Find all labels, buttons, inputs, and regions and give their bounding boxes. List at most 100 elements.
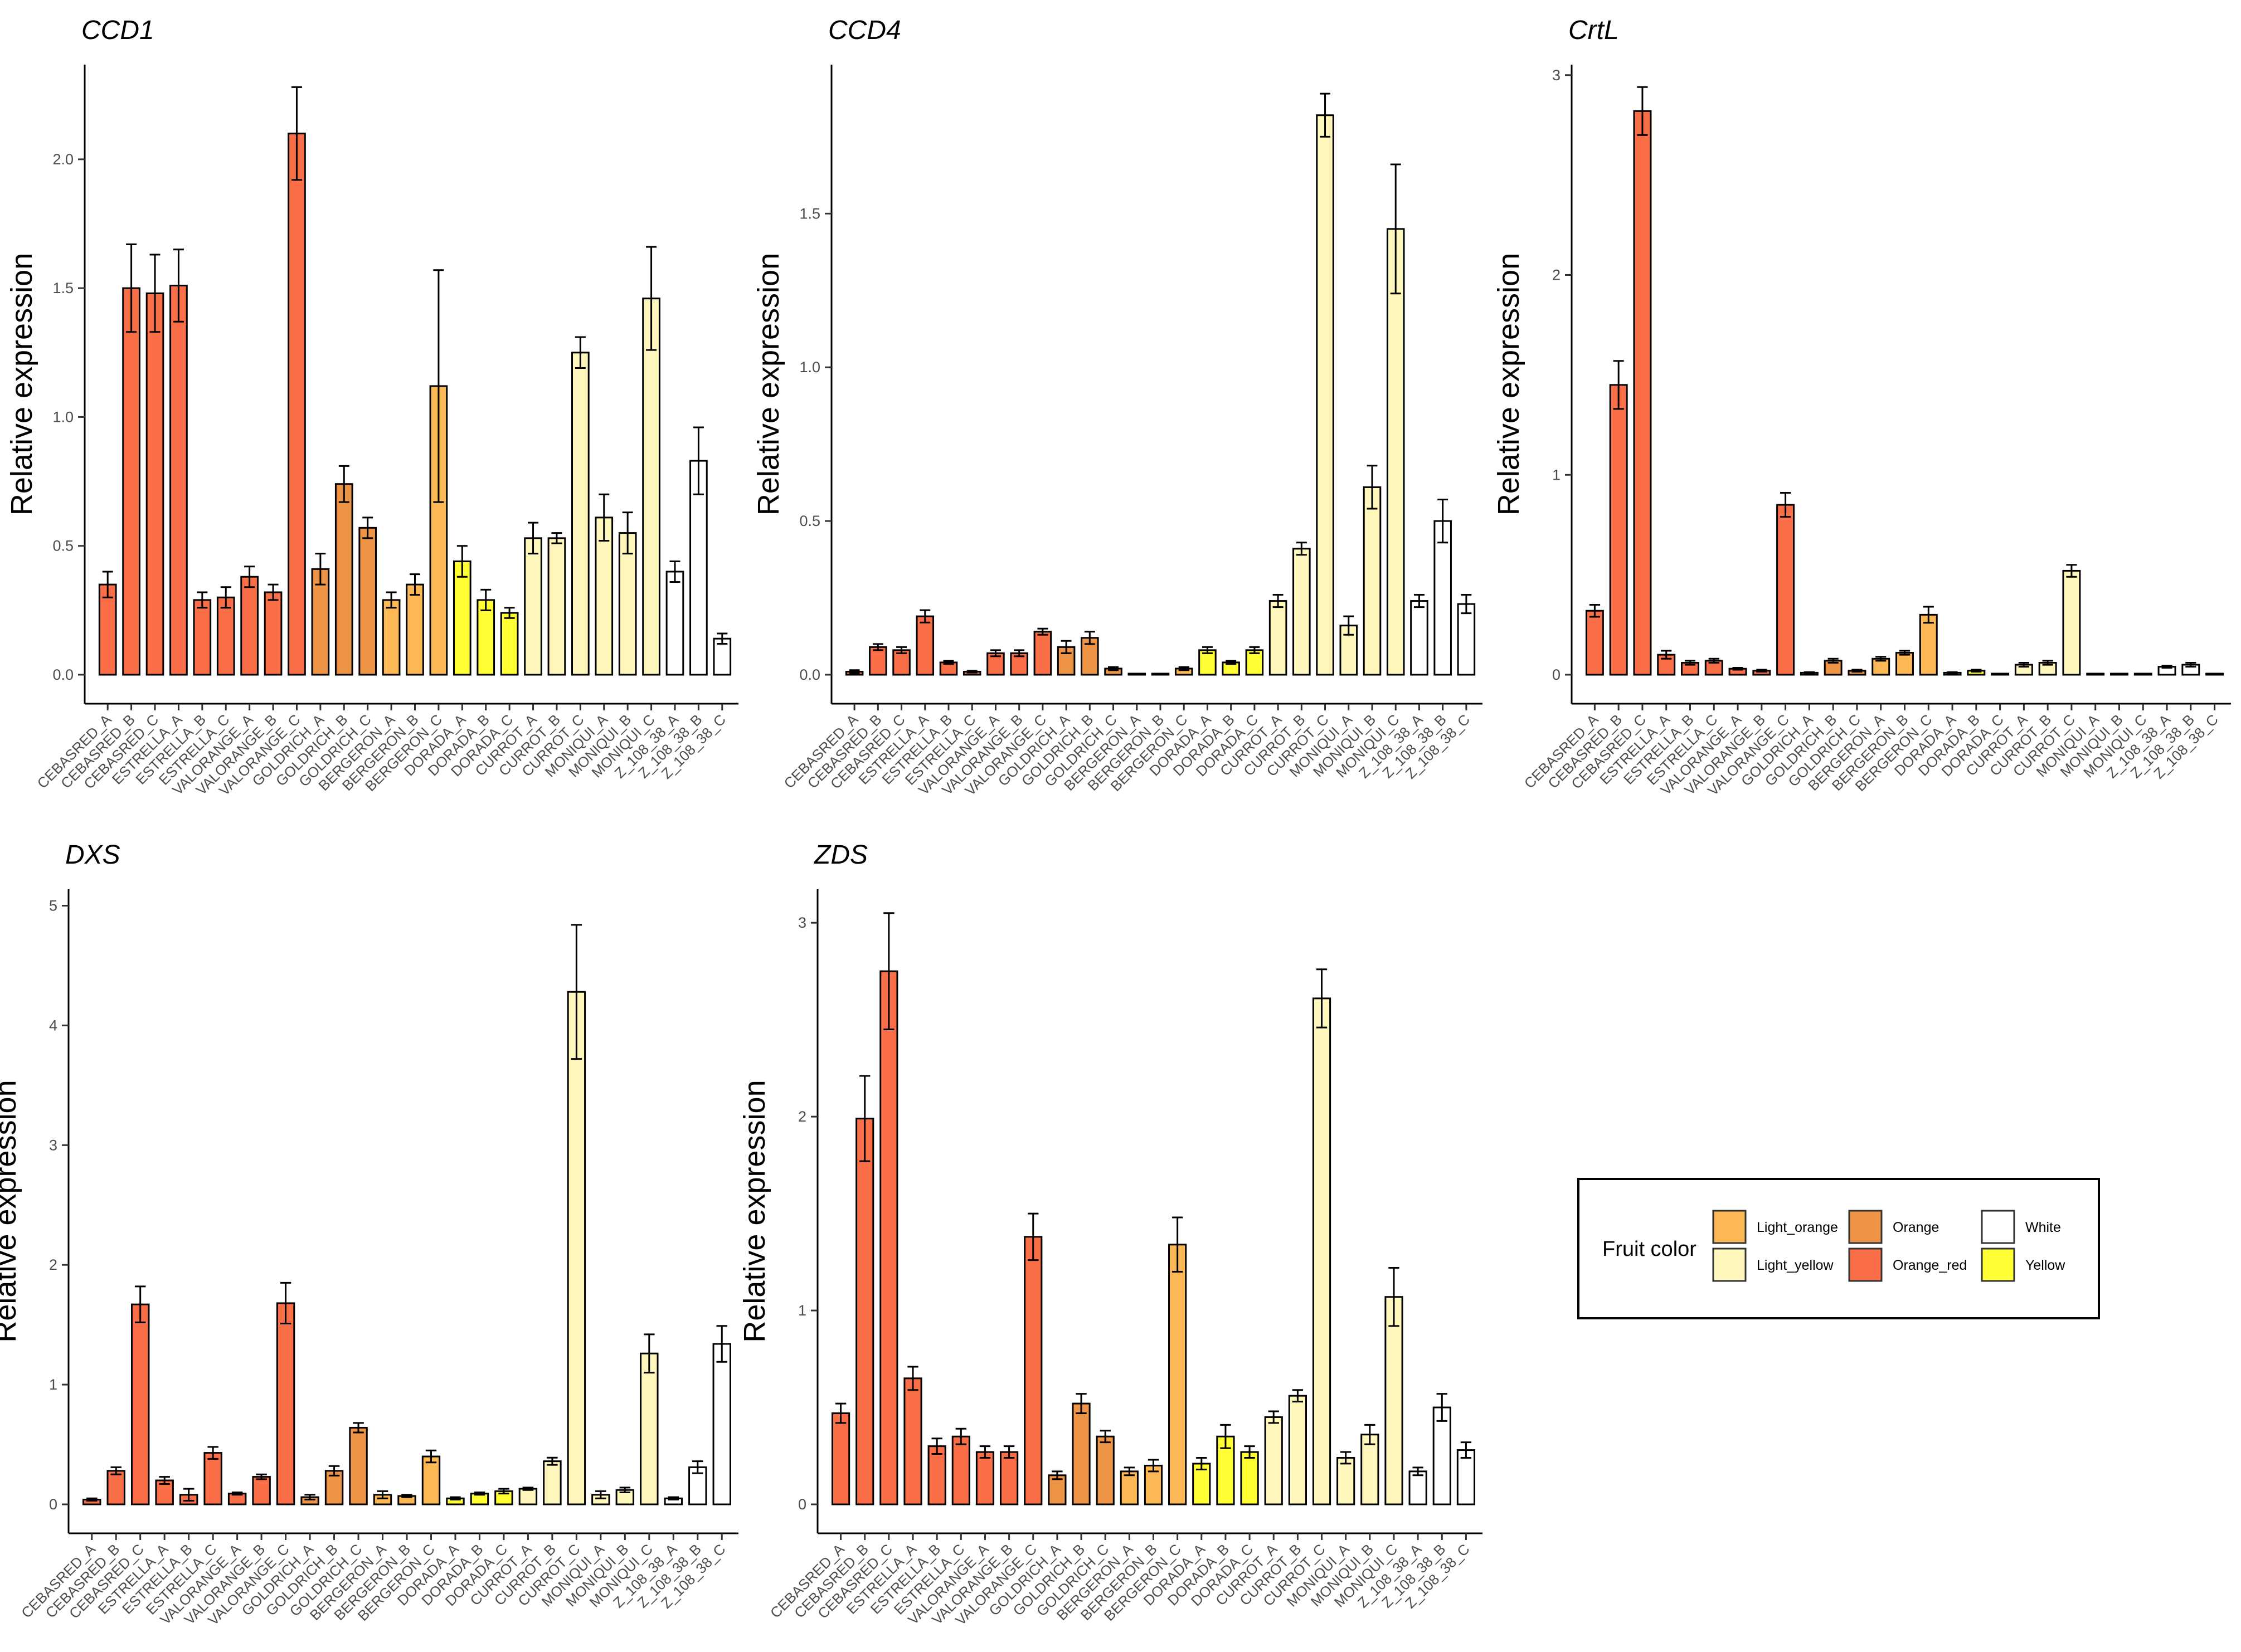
bar-crtl-cebasred-a [1585,610,1604,676]
error-bar-ccd4-bergeron-c [1178,666,1189,671]
error-bar-ccd4-cebasred-b [872,643,883,651]
bar-ccd4-currot-a [1268,600,1287,676]
error-bar-dxs-valorange-b [256,1473,267,1480]
y-tick-label-ccd1: 1.5 [52,280,74,296]
error-bar-dxs-z-108-38-c [716,1325,727,1363]
error-bar-zds-bergeron-a [1124,1466,1135,1476]
error-bar-crtl-estrella-a [1661,650,1672,660]
bar-zds-estrella-a [903,1377,922,1505]
legend-key-light-yellow [1712,1247,1747,1282]
error-bar-crtl-valorange-a [1732,666,1743,671]
error-bar-crtl-bergeron-c [1923,606,1934,624]
chart-title-ccd1: CCD1 [81,16,154,45]
error-bar-ccd4-z-108-38-b [1437,498,1448,544]
error-bar-crtl-cebasred-a [1589,603,1600,618]
error-bar-zds-cebasred-b [859,1075,871,1162]
bar-crtl-cebasred-b [1609,384,1628,676]
error-bar-crtl-goldrich-c [1851,669,1863,673]
legend-label-orange: Orange [1893,1220,1939,1235]
bar-dxs-estrella-c [203,1452,222,1505]
error-bar-dxs-bergeron-c [425,1449,437,1464]
error-bar-ccd4-valorange-c [1037,627,1048,636]
bar-ccd1-valorange-b [264,591,283,676]
error-bar-ccd4-moniqui-c [1390,163,1401,295]
error-bar-ccd4-bergeron-b [1155,673,1166,676]
error-bar-ccd1-valorange-b [268,583,279,601]
legend-title: Fruit color [1602,1237,1696,1261]
bar-dxs-valorange-c [276,1302,295,1505]
error-bar-dxs-cebasred-c [134,1285,146,1323]
y-tick-label-crtl: 0 [1552,666,1561,683]
error-bar-ccd1-z-108-38-b [693,426,704,495]
error-bar-ccd1-estrella-a [173,248,184,323]
bar-ccd4-cebasred-b [869,646,887,676]
legend-label-orange-red: Orange_red [1893,1258,1967,1273]
bar-zds-estrella-c [951,1435,970,1505]
error-bar-zds-valorange-a [979,1445,991,1459]
error-bar-crtl-valorange-c [1780,492,1791,518]
error-bar-dxs-cebasred-b [110,1466,121,1475]
bar-crtl-currot-c [2062,569,2081,676]
y-tick-label-ccd1: 1.0 [52,408,74,425]
error-bar-crtl-dorada-a [1947,671,1958,674]
error-bar-ccd1-goldrich-b [338,465,349,503]
y-tick-label-zds: 3 [798,914,806,931]
error-bar-dxs-estrella-c [207,1446,218,1460]
error-bar-ccd4-estrella-b [943,660,954,665]
error-bar-zds-currot-b [1292,1389,1304,1403]
error-bar-ccd4-dorada-a [1202,646,1213,654]
error-bar-ccd4-goldrich-b [1084,631,1095,645]
error-bar-crtl-currot-b [2042,660,2053,666]
error-bar-zds-cebasred-a [835,1402,847,1424]
chart-title-ccd4: CCD4 [828,16,901,45]
error-bar-ccd4-z-108-38-c [1461,594,1472,615]
bar-zds-z-108-38-c [1456,1449,1476,1505]
bar-zds-cebasred-a [831,1412,850,1505]
bar-ccd1-dorada-c [500,612,519,676]
error-bar-ccd4-goldrich-a [1061,640,1072,654]
error-bar-crtl-valorange-b [1756,669,1767,673]
error-bar-dxs-estrella-b [183,1488,195,1502]
legend-key-orange-red [1848,1247,1883,1282]
error-bar-dxs-goldrich-a [304,1494,315,1500]
error-bar-ccd4-dorada-b [1226,660,1237,665]
y-tick-label-zds: 0 [798,1496,806,1513]
error-bar-zds-goldrich-c [1100,1430,1111,1444]
bar-dxs-valorange-b [252,1476,271,1505]
bar-ccd1-goldrich-a [311,568,330,676]
error-bar-zds-currot-c [1316,968,1328,1029]
error-bar-dxs-cebasred-a [86,1497,98,1502]
error-bar-dxs-goldrich-b [328,1465,340,1476]
error-bar-ccd4-currot-c [1320,92,1331,138]
bar-dxs-moniqui-c [640,1352,659,1505]
legend: Fruit color Light_orange Light_yellow Or… [1577,1178,2100,1319]
error-bar-crtl-estrella-b [1684,660,1696,666]
y-tick-label-dxs: 0 [49,1496,57,1513]
bar-crtl-bergeron-c [1919,613,1938,676]
error-bar-zds-cebasred-c [883,912,895,1031]
error-bar-dxs-dorada-c [498,1488,509,1495]
bar-ccd1-moniqui-c [642,298,660,676]
bar-zds-dorada-a [1192,1463,1211,1505]
error-bar-ccd4-estrella-c [966,670,978,674]
legend-label-white: White [2025,1220,2061,1235]
bar-ccd4-estrella-a [916,615,935,676]
y-tick-label-ccd4: 1.0 [799,359,820,376]
bar-ccd1-dorada-b [477,599,495,676]
error-bar-dxs-dorada-b [474,1492,485,1496]
error-bar-ccd1-bergeron-a [386,591,397,609]
y-tick-label-ccd1: 0.5 [52,538,74,554]
error-bar-dxs-z-108-38-a [668,1496,679,1500]
error-bar-dxs-z-108-38-b [692,1460,703,1474]
error-bar-ccd1-currot-a [528,522,539,555]
bar-zds-currot-a [1264,1416,1283,1505]
y-tick-label-dxs: 3 [49,1137,57,1153]
error-bar-ccd1-moniqui-c [646,246,657,351]
bar-zds-moniqui-c [1384,1296,1403,1505]
error-bar-ccd1-bergeron-c [433,269,444,503]
bar-zds-goldrich-b [1072,1402,1091,1505]
bar-ccd1-estrella-b [193,599,212,676]
y-tick-label-zds: 2 [798,1108,806,1125]
